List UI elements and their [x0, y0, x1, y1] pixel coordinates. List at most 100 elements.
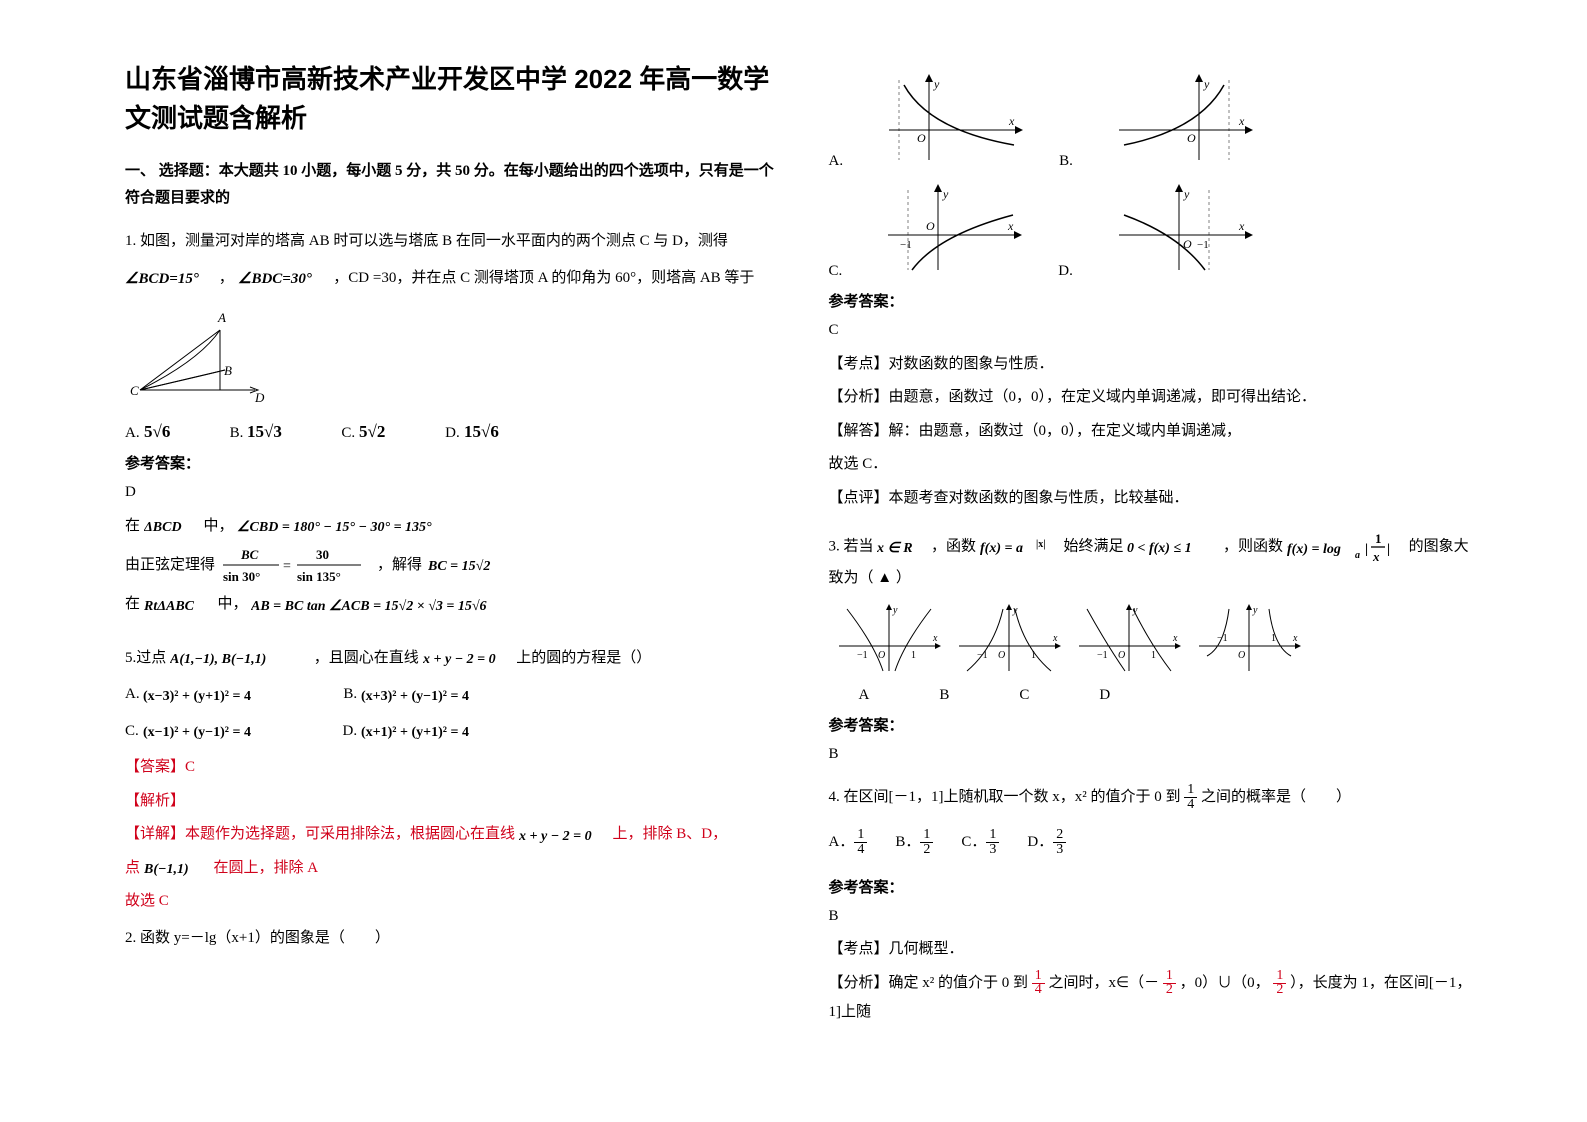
q4-s2: 之间的概率是（ ）: [1201, 789, 1351, 805]
q1-work3: 在 RtΔABC 中， AB = BC tan ∠ACB = 15√2 × √3…: [125, 590, 779, 619]
svg-text:=: =: [283, 559, 291, 574]
svg-text:1: 1: [911, 650, 916, 661]
q2-panel-D: y O −1 x: [1109, 180, 1259, 280]
q4-oC: C．: [961, 835, 986, 851]
svg-text:|x|: |x|: [1036, 539, 1045, 550]
svg-text:x: x: [1172, 633, 1178, 644]
q1-work2: 由正弦定理得 BC sin 30° = 30 sin 135° ，解得 BC =…: [125, 545, 779, 585]
svg-text:1: 1: [1031, 650, 1036, 661]
svg-text:x: x: [1008, 114, 1015, 128]
q2-kd: 【考点】对数函数的图象与性质．: [829, 350, 1483, 379]
q2-panel-A-label: A.: [829, 153, 844, 170]
q5-point-B: B(−1,1): [144, 859, 210, 877]
math-fx-a: f(x) = a|x|: [980, 537, 1060, 557]
q2-ans-label: 参考答案：: [829, 290, 1483, 311]
svg-text:f(x) = log: f(x) = log: [1287, 542, 1341, 557]
svg-text:BC = 15√2: BC = 15√2: [428, 559, 490, 574]
svg-text:1: 1: [1271, 633, 1276, 644]
svg-text:|: |: [1365, 542, 1368, 557]
q2-panel-D-label: D.: [1058, 263, 1073, 280]
math-angle-cbd: ∠CBD = 180° − 15° − 30° = 135°: [237, 518, 467, 534]
q5-point: 点 B(−1,1) 在圆上，排除 A: [125, 854, 779, 883]
q1-work1-a: 在: [125, 518, 140, 534]
q2-jd: 【解答】解：由题意，函数过（0，0），在定义域内单调递减，: [829, 417, 1483, 446]
svg-text:O: O: [1183, 237, 1192, 251]
q4-oA: A．: [829, 835, 855, 851]
svg-text:x + y − 2 = 0: x + y − 2 = 0: [423, 652, 496, 667]
q3-stem: 3. 若当 x ∈ R ，函数 f(x) = a|x| 始终满足 0 < f(x…: [829, 530, 1483, 593]
q2-panel-C: y O −1 x: [878, 180, 1028, 280]
svg-text:A(1,−1), B(−1,1): A(1,−1), B(−1,1): [170, 652, 266, 667]
math-sine-rule: BC sin 30° = 30 sin 135°: [221, 545, 371, 585]
svg-text:x: x: [1238, 114, 1245, 128]
svg-text:ΔBCD: ΔBCD: [144, 520, 182, 534]
frac-B: 12: [920, 828, 933, 857]
math-bc-val: BC = 15√2: [428, 555, 524, 575]
svg-text:−1: −1: [1097, 650, 1108, 661]
math-angle-bcd: ∠BCD=15°: [125, 269, 215, 287]
svg-text:y: y: [1252, 605, 1258, 616]
q2-panels-row1: A. y O x B. y O x: [829, 70, 1483, 170]
svg-text:15√3: 15√3: [247, 422, 282, 441]
q5-optA: A.: [125, 686, 140, 702]
q5-line-eq2: x + y − 2 = 0: [519, 826, 609, 844]
q5-optC-math: (x−1)² + (y−1)² = 4: [143, 721, 303, 741]
q1-work1: 在 ΔBCD 中， ∠CBD = 180° − 15° − 30° = 135°: [125, 512, 779, 541]
svg-text:0 < f(x) ≤ 1: 0 < f(x) ≤ 1: [1127, 541, 1192, 556]
svg-text:5√2: 5√2: [359, 422, 385, 441]
q1-ans-label: 参考答案：: [125, 452, 779, 473]
q3-subA: A: [859, 687, 870, 704]
q1-work3-a: 在: [125, 596, 140, 612]
q3-ans-letter: B: [829, 740, 1483, 769]
q1-optD-label: D.: [445, 425, 460, 442]
frac-1-4: 14: [1184, 783, 1197, 812]
q1-optC-math: 5√2: [359, 420, 405, 442]
q5-d1: 【详解】本题作为选择题，可采用排除法，根据圆心在直线: [125, 826, 515, 842]
q4-fx: 【分析】确定 x² 的值介于 0 到 14 之间时，x∈（－ 12 ，0）∪（0…: [829, 969, 1483, 1027]
q1-options: A. 5√6 B. 15√3 C. 5√2 D. 15√6: [125, 420, 779, 442]
svg-text:O: O: [926, 219, 935, 233]
svg-text:x: x: [1007, 219, 1014, 233]
q1-optA-math: 5√6: [144, 420, 190, 442]
q5-sp3: 上的圆的方程是（）: [516, 650, 651, 666]
svg-text:|: |: [1387, 542, 1390, 557]
svg-text:sin 30°: sin 30°: [223, 569, 260, 584]
svg-text:5√6: 5√6: [144, 422, 170, 441]
svg-text:A: A: [217, 310, 226, 325]
q5-optC: C.: [125, 723, 139, 739]
q2-dp: 【点评】本题考查对数函数的图象与性质，比较基础．: [829, 484, 1483, 513]
q2-stem: 2. 函数 y=－lg（x+1）的图象是（ ）: [125, 924, 779, 953]
svg-text:y: y: [1203, 77, 1210, 91]
q4-oB: B．: [895, 835, 920, 851]
frac-1-4b: 14: [1032, 969, 1045, 998]
math-line-eq: x + y − 2 = 0: [423, 649, 513, 667]
q5-optD: D.: [343, 723, 358, 739]
q3-subC: C: [1019, 687, 1029, 704]
q4-f1: 【分析】确定 x² 的值介于 0 到: [829, 975, 1029, 991]
svg-text:∠BCD=15°: ∠BCD=15°: [125, 271, 199, 287]
q2-panel-C-label: C.: [829, 263, 843, 280]
svg-text:x + y − 2 = 0: x + y − 2 = 0: [519, 829, 592, 844]
right-column: A. y O x B. y O x: [804, 60, 1508, 1082]
q5-p2: 在圆上，排除 A: [214, 860, 319, 876]
svg-text:x: x: [1372, 549, 1380, 564]
q1-work1-b: 中，: [204, 518, 234, 534]
q3-s1: 3. 若当: [829, 538, 874, 554]
svg-text:O: O: [917, 131, 926, 145]
svg-text:(x−3)² + (y+1)² = 4: (x−3)² + (y+1)² = 4: [143, 689, 251, 704]
svg-text:−1: −1: [857, 650, 868, 661]
q4-kd: 【考点】几何概型．: [829, 935, 1483, 964]
page: 山东省淄博市高新技术产业开发区中学 2022 年高一数学文测试题含解析 一、 选…: [0, 0, 1587, 1122]
q5-sp2: ，且圆心在直线: [314, 650, 419, 666]
svg-text:1: 1: [1151, 650, 1156, 661]
q1-optB-label: B.: [230, 425, 244, 442]
svg-text:O: O: [878, 650, 885, 661]
frac-1-2c: 12: [1273, 969, 1286, 998]
q2-panel-A: y O x: [879, 70, 1029, 170]
math-angle-bdc: ∠BDC=30°: [238, 269, 330, 287]
svg-text:O: O: [1187, 131, 1196, 145]
math-range: 0 < f(x) ≤ 1: [1127, 538, 1219, 556]
q1-sep1: ，: [219, 270, 234, 286]
q1-work3-b: 中，: [218, 596, 248, 612]
svg-text:D: D: [254, 390, 265, 405]
